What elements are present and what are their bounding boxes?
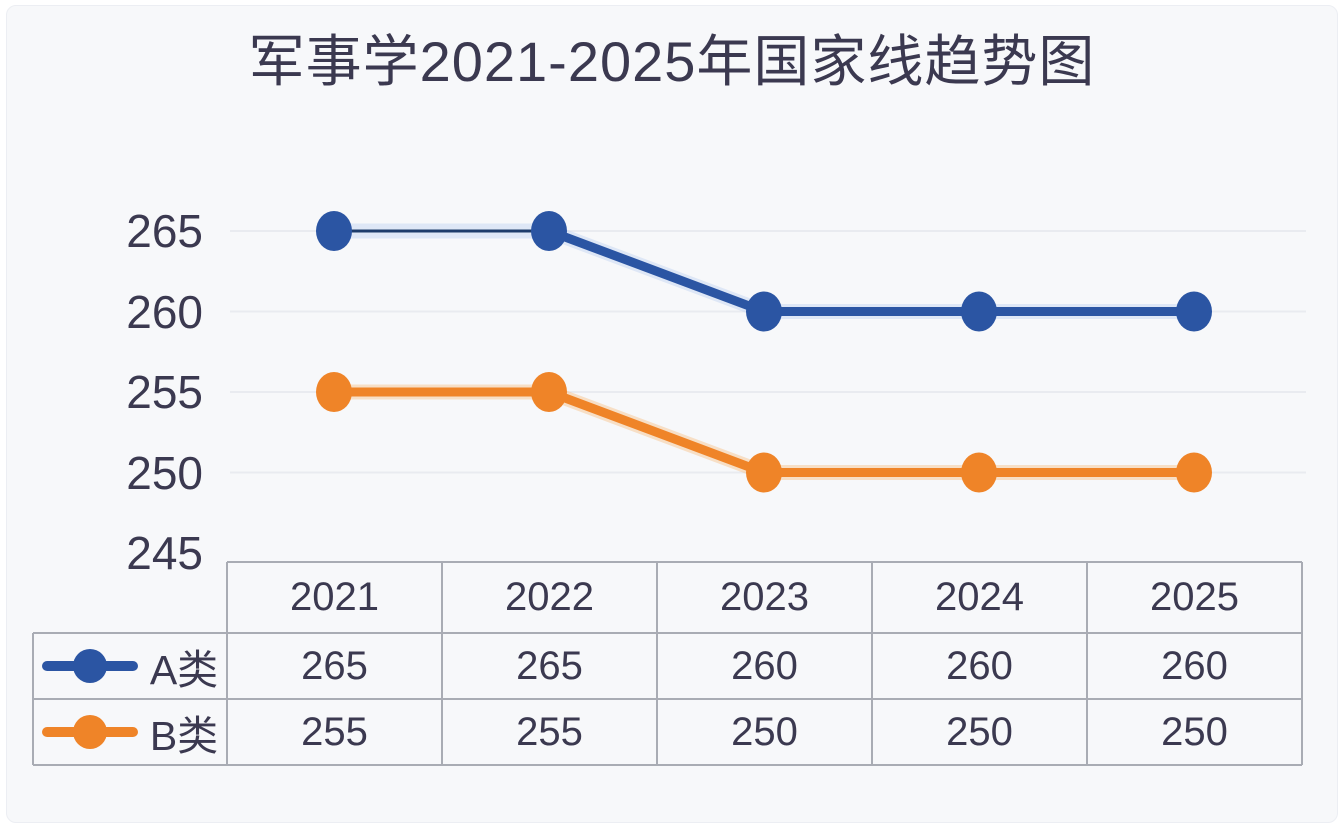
- value-cell: 255: [301, 709, 368, 754]
- year-header-cell: 2025: [1150, 575, 1239, 619]
- value-cell: 255: [516, 709, 583, 754]
- y-axis-tick-label: 265: [126, 205, 203, 257]
- value-cell: 250: [731, 709, 798, 754]
- value-cell: 260: [1161, 643, 1228, 688]
- data-point-marker: [1176, 452, 1212, 493]
- legend-cell: B类: [33, 699, 227, 765]
- value-cell: 265: [301, 643, 368, 688]
- y-axis-tick-label: 250: [126, 446, 203, 499]
- value-cell: 260: [946, 643, 1013, 688]
- data-point-marker: [316, 211, 352, 251]
- year-header-cell: 2022: [505, 575, 594, 619]
- value-cell: 260: [731, 643, 798, 688]
- data-point-marker: [961, 452, 997, 493]
- year-header-cell: 2023: [720, 575, 809, 619]
- value-cell: 265: [516, 643, 583, 688]
- series-name-label: A类: [149, 647, 219, 693]
- y-axis-tick-label: 245: [126, 527, 203, 579]
- data-point-marker: [746, 452, 782, 493]
- data-point-marker: [1176, 291, 1212, 332]
- year-header-cell: 2021: [290, 575, 379, 619]
- y-axis-tick-label: 255: [126, 366, 203, 418]
- series-legend-marker-icon: [41, 714, 138, 750]
- series-name-label: B类: [149, 713, 219, 759]
- data-point-marker: [316, 372, 352, 412]
- data-point-marker: [531, 211, 567, 251]
- year-header-cell: 2024: [935, 575, 1024, 619]
- y-axis-tick-label: 260: [126, 285, 203, 338]
- chart-title: 军事学2021-2025年国家线趋势图: [248, 30, 1096, 93]
- value-cell: 250: [946, 709, 1013, 754]
- series-line: [544, 226, 1199, 316]
- legend-cell: A类: [33, 633, 227, 699]
- value-cell: 250: [1161, 709, 1228, 754]
- data-point-marker: [531, 372, 567, 412]
- data-point-marker: [961, 291, 997, 332]
- data-point-marker: [746, 291, 782, 332]
- series-legend-marker-icon: [41, 648, 138, 684]
